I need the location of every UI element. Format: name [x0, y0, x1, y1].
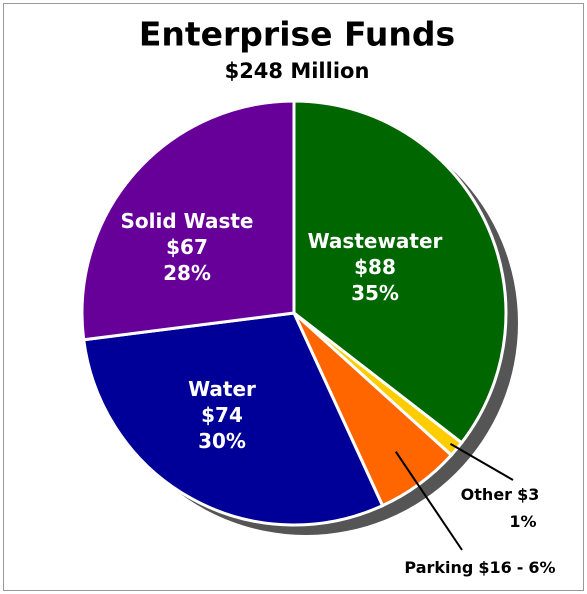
- label-line: 28%: [163, 261, 211, 285]
- leader-line: [449, 443, 514, 481]
- slice-label: Solid Waste $67 28%: [120, 209, 253, 285]
- slice-label: Other $3 1%: [461, 485, 540, 531]
- label-line: Water: [188, 377, 256, 401]
- chart-subtitle: $248 Million: [225, 59, 370, 83]
- slice-label: Parking $16-6%: [404, 558, 555, 577]
- label-line: Wastewater: [308, 229, 443, 253]
- label-part: 6%: [528, 558, 555, 577]
- leader-line: [394, 451, 463, 551]
- label-line: Other: [461, 485, 512, 504]
- pie-slice: [82, 311, 385, 527]
- label-line: 30%: [198, 429, 246, 453]
- label-line: 1%: [509, 512, 536, 531]
- label-line: $74: [201, 403, 243, 427]
- chart-title: Enterprise Funds: [139, 15, 455, 54]
- label-line: 35%: [351, 281, 399, 305]
- label-line: $67: [166, 235, 208, 259]
- label-part: -: [517, 558, 524, 577]
- slice-label: Water $74 30%: [188, 377, 256, 453]
- pie-slice: [292, 99, 508, 445]
- pie-slice: [80, 99, 296, 342]
- slice-label: Wastewater $88 35%: [308, 229, 443, 305]
- label-part: $16: [478, 558, 511, 577]
- label-line: $88: [354, 255, 396, 279]
- label-line: $3: [517, 485, 539, 504]
- label-part: Parking: [404, 558, 473, 577]
- label-line: Solid Waste: [120, 209, 253, 233]
